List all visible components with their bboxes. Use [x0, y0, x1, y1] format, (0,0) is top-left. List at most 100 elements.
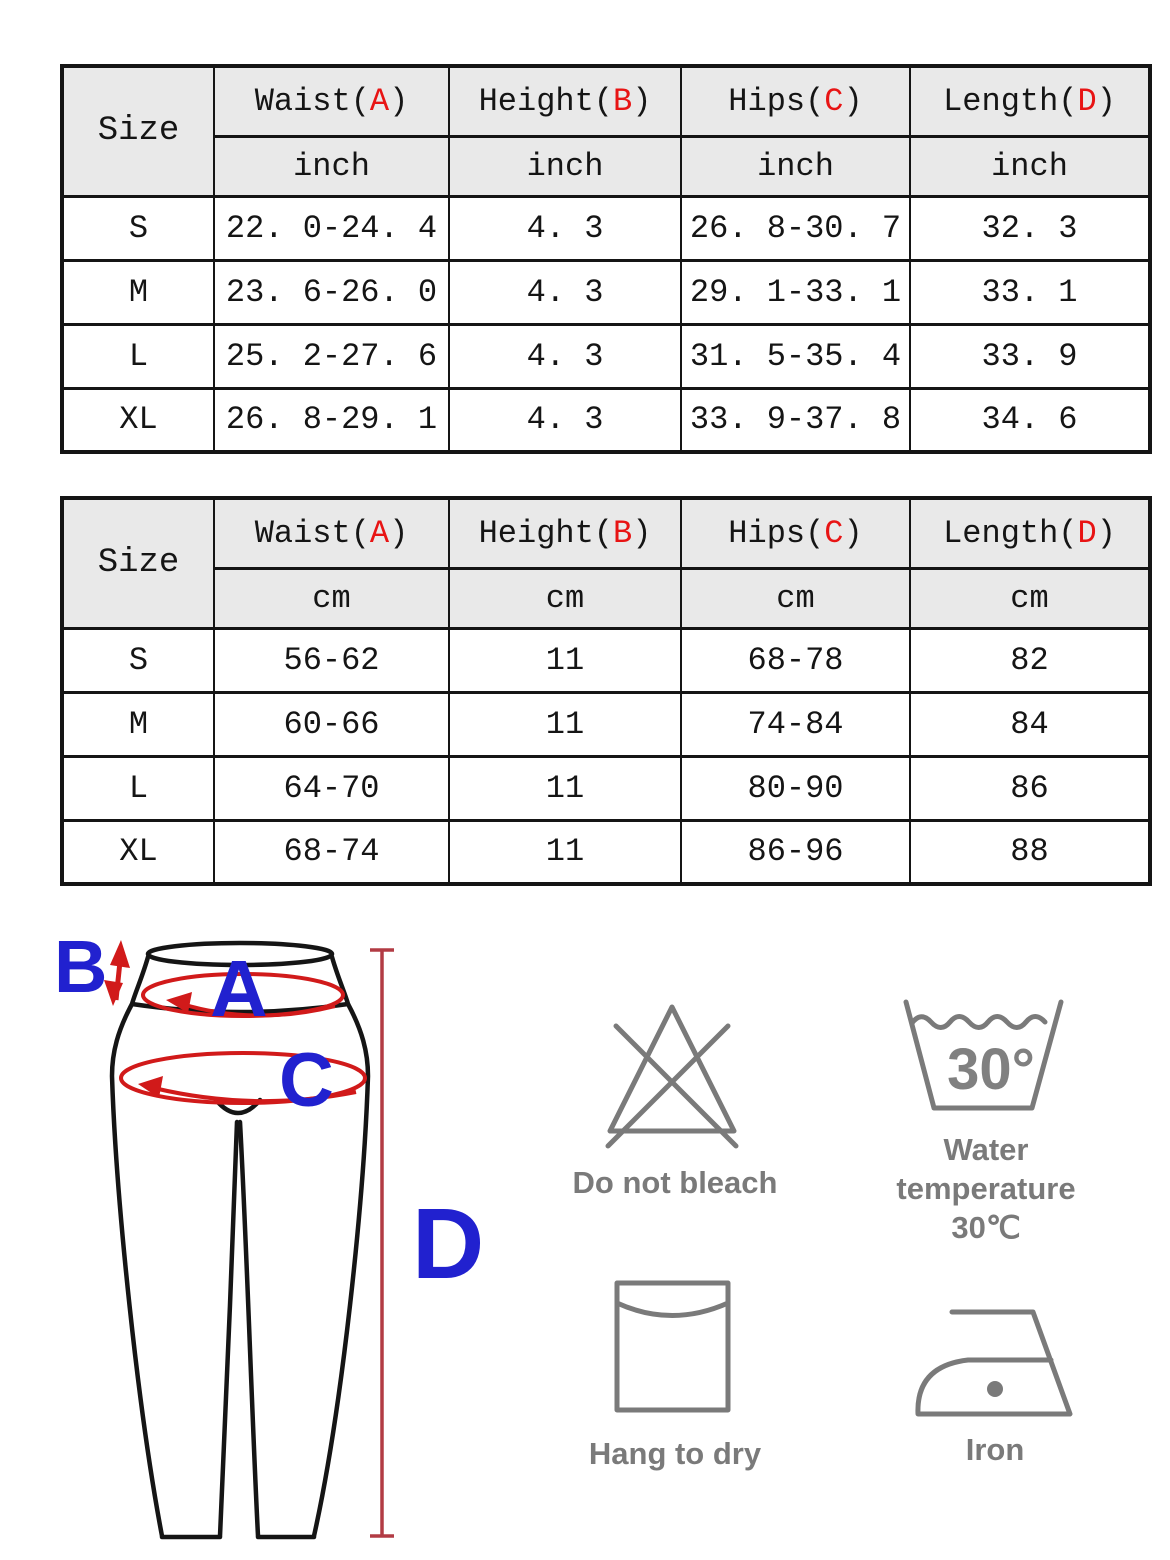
unit-cell: cm: [448, 566, 682, 630]
column-label: Length: [943, 514, 1059, 552]
value-cell: 74-84: [680, 690, 911, 758]
table-row: L 25. 2-27. 6 4. 3 31. 5-35. 4 33. 9: [61, 322, 1151, 390]
label-d: D: [412, 1188, 484, 1300]
value-cell: 68-78: [680, 626, 911, 694]
column-header-length: Length(D): [909, 496, 1151, 570]
unit-row: cm cm cm cm: [62, 566, 1151, 630]
hang-to-dry-caption: Hang to dry: [588, 1436, 762, 1471]
value-cell: 68-74: [213, 818, 450, 886]
size-cell: M: [61, 258, 215, 326]
water-temperature-badge: 30°: [947, 1037, 1035, 1102]
corner-cell-size: Size: [61, 64, 215, 198]
value-cell: 11: [448, 626, 682, 694]
table-row: S 22. 0-24. 4 4. 3 26. 8-30. 7 32. 3: [61, 194, 1151, 262]
size-cell: M: [61, 690, 215, 758]
value-cell: 88: [909, 818, 1151, 886]
value-cell: 34. 6: [909, 386, 1151, 454]
value-cell: 31. 5-35. 4: [680, 322, 911, 390]
value-cell: 86-96: [680, 818, 911, 886]
water-temperature-icon: [903, 999, 1064, 1111]
column-header-height: Height(B): [448, 496, 682, 570]
value-cell: 33. 9: [909, 322, 1151, 390]
size-cell: L: [61, 322, 215, 390]
value-cell: 33. 1: [909, 258, 1151, 326]
column-label: Waist: [254, 82, 351, 120]
measure-letter: B: [613, 82, 633, 120]
value-cell: 84: [909, 690, 1151, 758]
value-cell: 32. 3: [909, 194, 1151, 262]
value-cell: 56-62: [213, 626, 450, 694]
do-not-bleach-caption: Do not bleach: [572, 1165, 778, 1200]
column-header-hips: Hips(C): [680, 64, 911, 138]
column-label: Hips: [728, 514, 806, 552]
unit-row: inch inch inch inch: [62, 134, 1151, 198]
corner-cell-size: Size: [61, 496, 215, 630]
value-cell: 64-70: [213, 754, 450, 822]
measure-letter: B: [613, 514, 633, 552]
unit-cell: cm: [213, 566, 450, 630]
size-cell: XL: [61, 386, 215, 454]
header-row: Size Waist(A) Height(B) Hips(C) Length(D…: [61, 496, 1151, 630]
diagram-letters: B A C D: [54, 925, 484, 1300]
value-cell: 23. 6-26. 0: [213, 258, 450, 326]
column-label: Height: [478, 514, 594, 552]
measure-letter: D: [1077, 82, 1097, 120]
unit-cell: inch: [909, 134, 1151, 198]
size-cell: L: [61, 754, 215, 822]
measurement-diagram: B A C D 30°: [54, 925, 1073, 1540]
water-temperature-caption: Water temperature 30℃: [858, 1130, 1114, 1247]
column-label: Length: [943, 82, 1059, 120]
waist-measure-ellipse-a: [141, 972, 345, 1018]
measure-letter: C: [824, 82, 844, 120]
value-cell: 4. 3: [448, 322, 682, 390]
column-label: Height: [478, 82, 594, 120]
value-cell: 80-90: [680, 754, 911, 822]
measure-letter: D: [1077, 514, 1097, 552]
label-c: C: [279, 1038, 334, 1123]
table-row: S 56-62 11 68-78 82: [61, 626, 1151, 694]
unit-cell: inch: [213, 134, 450, 198]
column-header-height: Height(B): [448, 64, 682, 138]
unit-cell: cm: [680, 566, 911, 630]
do-not-bleach-icon: [605, 1004, 739, 1149]
value-cell: 60-66: [213, 690, 450, 758]
column-header-length: Length(D): [909, 64, 1151, 138]
value-cell: 82: [909, 626, 1151, 694]
table-row: XL 68-74 11 86-96 88: [61, 818, 1151, 886]
table-row: M 60-66 11 74-84 84: [61, 690, 1151, 758]
size-table-inch: Size Waist(A) Height(B) Hips(C) Length(D…: [60, 64, 1152, 454]
value-cell: 26. 8-30. 7: [680, 194, 911, 262]
value-cell: 25. 2-27. 6: [213, 322, 450, 390]
column-label: Waist: [254, 514, 351, 552]
waistband-height-arrow-b: [104, 940, 130, 1006]
measure-letter: A: [369, 82, 390, 120]
caption-line: Water: [943, 1132, 1029, 1167]
column-header-waist: Waist(A): [213, 496, 450, 570]
table-row: L 64-70 11 80-90 86: [61, 754, 1151, 822]
measure-letter: C: [824, 514, 844, 552]
column-label: Hips: [728, 82, 806, 120]
unit-cell: cm: [909, 566, 1151, 630]
measure-letter: A: [369, 514, 390, 552]
label-a: A: [210, 944, 268, 1033]
table-row: M 23. 6-26. 0 4. 3 29. 1-33. 1 33. 1: [61, 258, 1151, 326]
value-cell: 29. 1-33. 1: [680, 258, 911, 326]
value-cell: 33. 9-37. 8: [680, 386, 911, 454]
value-cell: 26. 8-29. 1: [213, 386, 450, 454]
table-row: XL 26. 8-29. 1 4. 3 33. 9-37. 8 34. 6: [61, 386, 1151, 454]
value-cell: 22. 0-24. 4: [213, 194, 450, 262]
unit-cell: inch: [448, 134, 682, 198]
iron-caption: Iron: [965, 1432, 1025, 1467]
value-cell: 11: [448, 754, 682, 822]
column-header-hips: Hips(C): [680, 496, 911, 570]
value-cell: 11: [448, 818, 682, 886]
size-cell: S: [61, 626, 215, 694]
length-measure-line-d: [370, 948, 394, 1538]
caption-line: 30℃: [951, 1210, 1021, 1245]
size-cell: S: [61, 194, 215, 262]
label-b: B: [54, 925, 107, 1008]
value-cell: 11: [448, 690, 682, 758]
hang-to-dry-icon: [614, 1280, 731, 1413]
value-cell: 4. 3: [448, 386, 682, 454]
